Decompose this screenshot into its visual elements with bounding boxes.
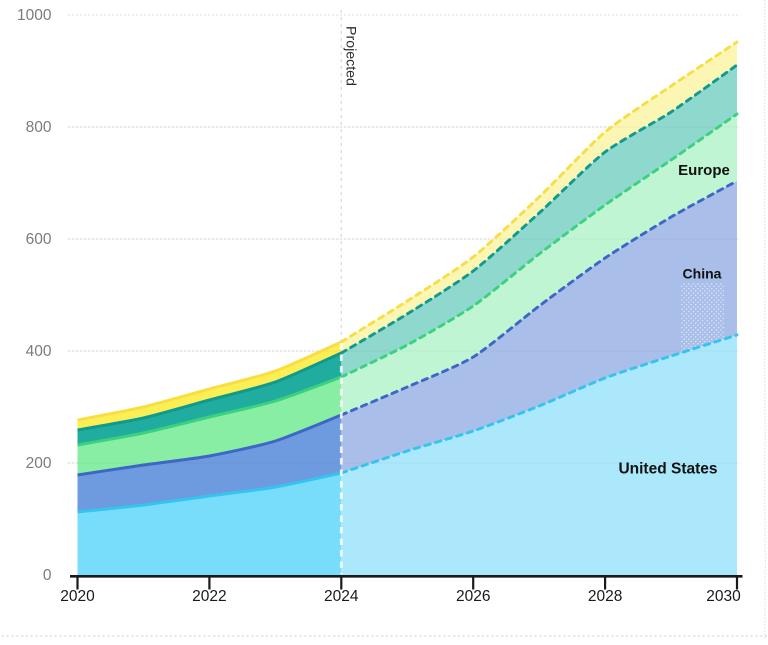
svg-text:China: China xyxy=(683,266,722,282)
svg-text:2024: 2024 xyxy=(324,588,359,605)
svg-text:800: 800 xyxy=(26,119,52,136)
svg-text:United States: United States xyxy=(618,461,717,478)
svg-text:0: 0 xyxy=(43,567,52,584)
svg-text:2022: 2022 xyxy=(192,588,226,605)
svg-text:2020: 2020 xyxy=(60,588,95,605)
svg-text:2028: 2028 xyxy=(588,588,622,605)
svg-text:Projected: Projected xyxy=(343,26,359,86)
svg-text:400: 400 xyxy=(26,343,52,360)
svg-text:600: 600 xyxy=(26,231,52,248)
svg-text:200: 200 xyxy=(26,455,52,472)
svg-text:2030: 2030 xyxy=(706,588,741,605)
svg-text:Europe: Europe xyxy=(678,162,730,179)
svg-text:1000: 1000 xyxy=(17,7,52,24)
svg-text:2026: 2026 xyxy=(456,588,490,605)
